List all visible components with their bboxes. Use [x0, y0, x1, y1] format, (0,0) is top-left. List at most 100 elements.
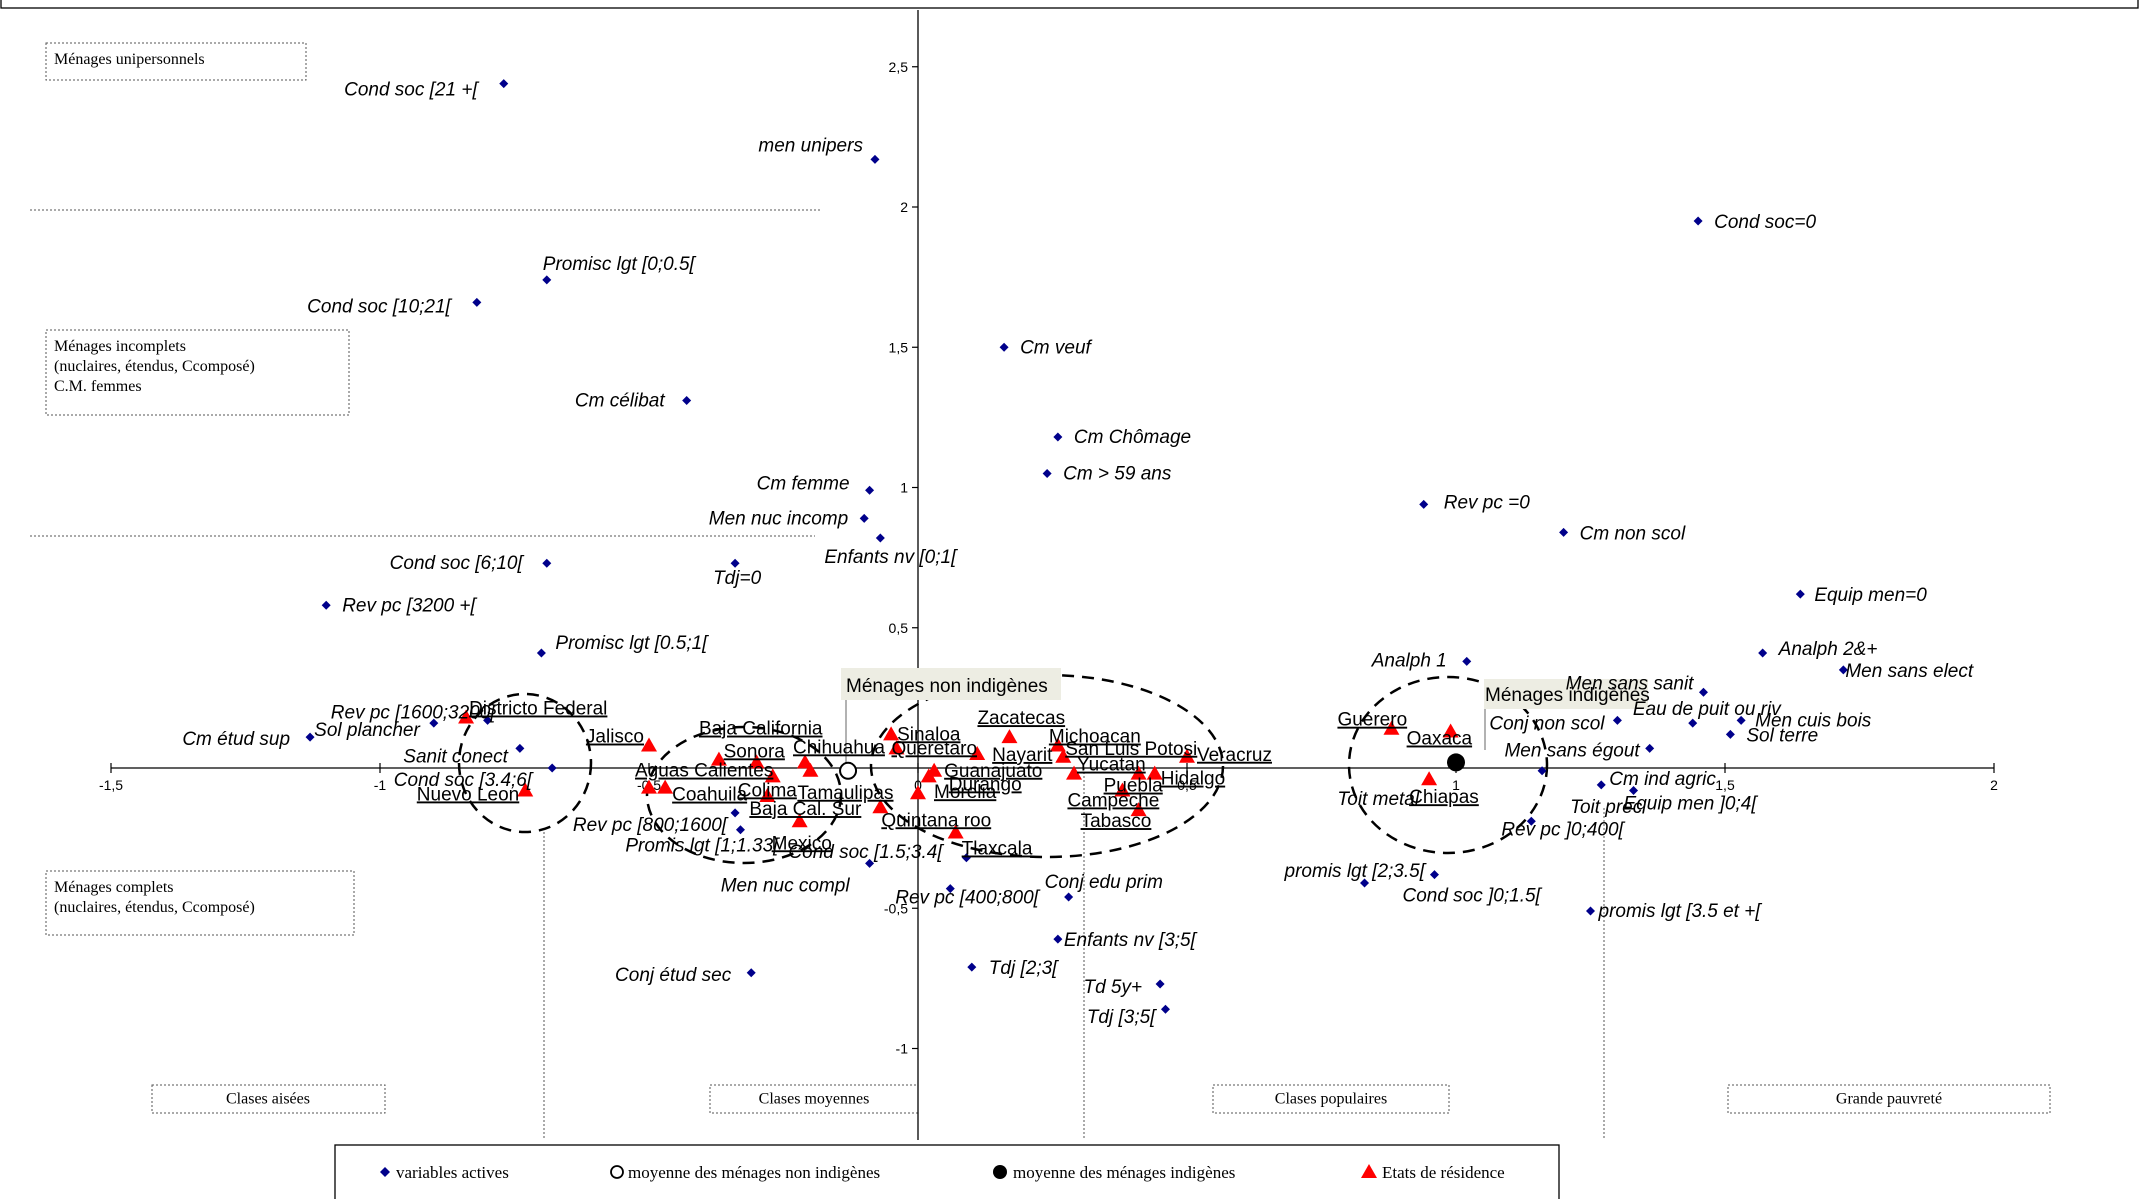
active-variable-point [735, 825, 745, 835]
state-point [872, 799, 889, 814]
active-variable-label: Toit prec [1570, 797, 1643, 818]
x-tick-label: -1 [374, 777, 387, 793]
active-variable-label: Men nuc compl [721, 875, 851, 896]
active-variable-point [1612, 715, 1622, 725]
active-variable-label: Cond soc=0 [1714, 212, 1816, 233]
active-variable-point [1559, 527, 1569, 537]
active-variable-point [1053, 934, 1063, 944]
active-variable-point [542, 558, 552, 568]
active-variable-point [865, 858, 875, 868]
state-label: Morelia [934, 782, 997, 803]
cluster-ellipse-aisees [457, 692, 593, 834]
active-variable-label: Cm célibat [575, 391, 665, 412]
legend: variables actives moyenne des ménages no… [334, 1144, 1560, 1199]
active-variable-label: Men nuc incomp [709, 508, 848, 529]
active-variable-point [1586, 906, 1595, 916]
active-variable-label: Equip men ]0;4[ [1624, 793, 1759, 814]
x-tick-label: 1 [1452, 777, 1460, 793]
chart-frame [0, 0, 2139, 9]
state-label: San Luis Potosi [1065, 739, 1197, 760]
group-label: Ménages complets [54, 879, 174, 896]
active-variable-point [1736, 715, 1746, 725]
active-variable-point [321, 600, 331, 610]
state-point [748, 754, 765, 769]
active-variable-label: men unipers [758, 135, 863, 156]
state-point [1066, 765, 1083, 780]
active-variable-label: Cm femme [757, 473, 850, 494]
legend-box [334, 1144, 1560, 1199]
state-label: Zacatecas [977, 708, 1065, 729]
y-tick-label: -0,5 [884, 900, 908, 916]
state-label: Chihuahua [793, 737, 885, 758]
active-variable-label: Td 5y+ [1083, 977, 1142, 998]
state-point [1383, 720, 1400, 735]
active-variable-label: Conj edu prim [1045, 872, 1163, 893]
state-label: Hidalgo [1161, 769, 1225, 790]
active-variable-point [1838, 665, 1848, 675]
state-point [764, 768, 781, 783]
group-box-complets: Ménages complets (nuclaires, étendus, Cc… [45, 870, 355, 936]
active-variable-label: Cond soc [10;21[ [307, 296, 452, 317]
state-point [710, 751, 727, 766]
mean-non-indigenous-point [839, 761, 858, 780]
active-variable-label: Men sans sanit [1566, 673, 1695, 694]
active-variable-label: Cond soc [21 +[ [344, 80, 479, 101]
state-label: Michoacan [1049, 727, 1141, 748]
active-variable-label: Sol terre [1746, 725, 1818, 746]
annotation-label: Ménages non indigènes [846, 676, 1048, 697]
state-point [458, 709, 475, 724]
state-label: Nuevo Leon [417, 784, 519, 805]
active-variable-label: Promis lgt [1;1.33[ [625, 836, 780, 857]
active-variable-label: Cond soc [1.5;3.4[ [788, 842, 944, 863]
active-variable-point [870, 154, 880, 164]
active-variable-point [1053, 432, 1063, 442]
legend-active-icon [380, 1167, 390, 1177]
state-label: Baja California [699, 719, 823, 740]
active-variable-label: Promisc lgt [0;0.5[ [543, 254, 697, 275]
active-variable-point [1429, 870, 1439, 880]
state-point [1130, 802, 1147, 817]
y-tick-label: 1 [900, 480, 908, 496]
active-variable-point [1064, 892, 1074, 902]
state-point [797, 754, 814, 769]
class-label: Clases populaires [1275, 1091, 1387, 1108]
state-point [759, 788, 776, 803]
active-variable-point [305, 732, 315, 742]
state-point [791, 813, 808, 828]
class-box-moyennes: Clases moyennes [709, 1084, 919, 1114]
active-variable-point [1795, 589, 1805, 599]
state-point [802, 762, 819, 777]
active-variable-label: Conj non scol [1489, 713, 1605, 734]
state-label: Tamaulipas [797, 783, 893, 804]
class-label: Clases aisées [226, 1091, 310, 1108]
state-label: Aguas Calientes [635, 761, 773, 782]
active-variable-label: Rev pc [800;1600[ [573, 815, 729, 836]
active-variable-point [1645, 743, 1655, 753]
active-variable-point [536, 648, 546, 658]
legend-label-nonind: moyenne des ménages non indigènes [628, 1163, 880, 1182]
group-label: C.M. femmes [54, 378, 142, 395]
active-variable-point [746, 968, 756, 978]
active-variable-point [499, 79, 509, 89]
active-variable-point [961, 853, 971, 863]
active-variable-point [682, 396, 692, 406]
active-variable-point [1693, 216, 1703, 226]
active-variable-point [945, 884, 955, 894]
active-variable-label: Cm non scol [1580, 523, 1686, 544]
active-variable-label: Cond soc [6;10[ [390, 553, 525, 574]
state-label: Coahuila [672, 785, 747, 806]
state-point [1179, 748, 1195, 763]
state-label: Chiapas [1409, 787, 1479, 808]
state-label: Tabasco [1081, 811, 1152, 832]
active-variable-label: Conj étud sec [615, 965, 732, 986]
state-label: Sonora [724, 741, 786, 762]
active-variable-point [429, 718, 439, 728]
annotation-non-indigenes: Ménages non indigènes [841, 668, 1061, 763]
x-tick-label: 1,5 [1715, 777, 1735, 793]
active-variable-label: Rev pc =0 [1444, 492, 1531, 513]
state-point [1421, 771, 1438, 786]
mean-indigenous-point [1447, 753, 1465, 772]
state-label: Puebla [1104, 776, 1164, 797]
active-variable-label: Tdj=0 [713, 568, 761, 589]
